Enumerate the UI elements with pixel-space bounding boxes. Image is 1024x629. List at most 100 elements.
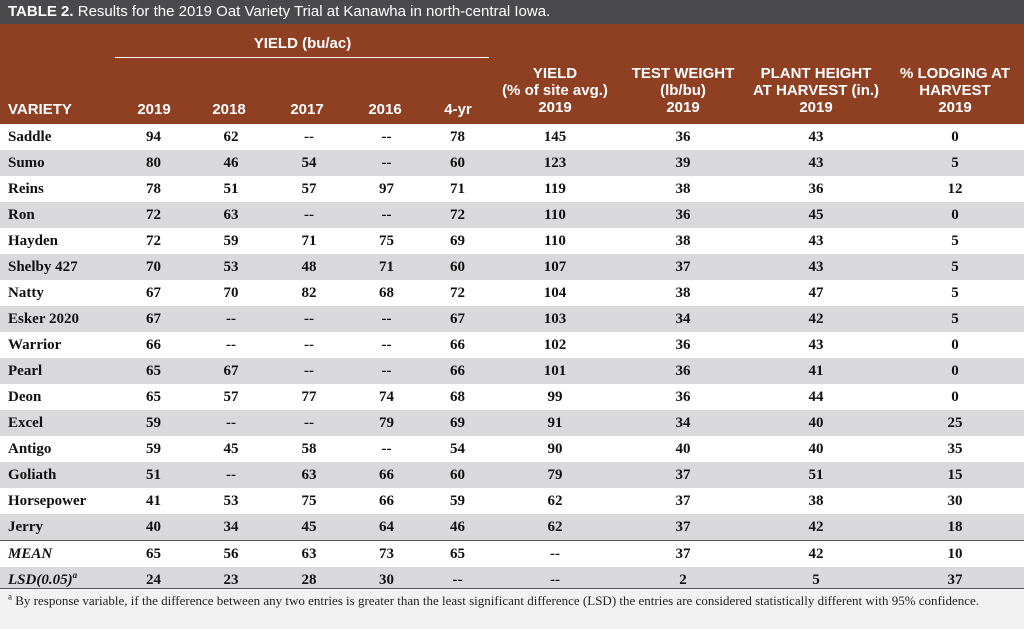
variety-cell: Hayden — [8, 233, 59, 249]
value-cell: -- — [348, 358, 425, 384]
value-cell: 63 — [270, 462, 348, 488]
yield-group-rule — [115, 57, 489, 58]
value-cell: 15 — [886, 462, 1024, 488]
value-cell: 99 — [547, 389, 563, 405]
table-row: Deon 65 57 77 74 68 99 36 44 0 — [0, 384, 1024, 410]
value-cell: 40 — [675, 441, 691, 457]
variety-cell: Antigo — [8, 441, 52, 457]
value-cell: -- — [348, 306, 425, 332]
value-cell: 72 — [146, 233, 161, 249]
value-cell: -- — [348, 150, 425, 176]
table-row: Excel 59 -- -- 79 69 91 34 40 25 — [0, 410, 1024, 436]
value-cell: 5 — [886, 254, 1024, 280]
table-title: TABLE 2. Results for the 2019 Oat Variet… — [0, 0, 1024, 24]
col-header-test-weight-line2: (lb/bu) — [660, 82, 706, 99]
value-cell: 123 — [490, 150, 620, 176]
variety-cell: Goliath — [0, 462, 115, 488]
value-cell: 36 — [620, 358, 746, 384]
mean-row: MEAN 65 56 63 73 65 -- 37 42 10 — [0, 540, 1024, 567]
value-cell: 78 — [146, 181, 161, 197]
value-cell: 82 — [301, 285, 317, 301]
table-row: Reins 78 51 57 97 71 119 38 36 12 — [0, 176, 1024, 202]
value-cell: 58 — [301, 441, 317, 457]
value-cell: 60 — [425, 150, 490, 176]
value-cell: 5 — [886, 150, 1024, 176]
value-cell: 40 — [808, 441, 824, 457]
value-cell: -- — [226, 337, 236, 353]
value-cell: 37 — [620, 462, 746, 488]
value-cell: 38 — [675, 233, 691, 249]
value-cell: 42 — [746, 540, 886, 567]
value-cell: 0 — [951, 129, 959, 145]
value-cell: 40 — [115, 514, 192, 541]
value-cell: 43 — [808, 233, 824, 249]
value-cell: 43 — [808, 129, 824, 145]
value-cell: 47 — [808, 285, 824, 301]
value-cell: 36 — [675, 129, 691, 145]
col-header-lodging: % LODGING AT HARVEST 2019 — [886, 65, 1024, 116]
table-row: Ron 72 63 -- -- 72 110 36 45 0 — [0, 202, 1024, 228]
value-cell: -- — [192, 306, 270, 332]
value-cell: 18 — [886, 514, 1024, 541]
value-cell: 66 — [425, 358, 490, 384]
value-cell: -- — [270, 358, 348, 384]
variety-cell: Deon — [8, 389, 42, 405]
col-header-yield-pct-line2: (% of site avg.) — [502, 82, 608, 99]
table-row: Antigo 59 45 58 -- 54 90 40 40 35 — [0, 436, 1024, 462]
value-cell: 10 — [886, 540, 1024, 567]
value-cell: 35 — [947, 441, 963, 457]
value-cell: 60 — [425, 254, 490, 280]
value-cell: 0 — [886, 202, 1024, 228]
value-cell: 103 — [490, 306, 620, 332]
value-cell: 66 — [348, 462, 425, 488]
value-cell: -- — [270, 410, 348, 436]
value-cell: 44 — [808, 389, 824, 405]
value-cell: 38 — [675, 181, 691, 197]
value-cell: 45 — [270, 514, 348, 541]
value-cell: 67 — [146, 285, 161, 301]
value-cell: 68 — [450, 389, 465, 405]
value-cell: 79 — [490, 462, 620, 488]
value-cell: 38 — [675, 285, 691, 301]
value-cell: 71 — [348, 254, 425, 280]
value-cell: 110 — [490, 202, 620, 228]
value-cell: 46 — [425, 514, 490, 541]
value-cell: 57 — [223, 389, 239, 405]
value-cell: 66 — [146, 337, 161, 353]
value-cell: 51 — [223, 181, 239, 197]
value-cell: 5 — [951, 285, 959, 301]
value-cell: 71 — [450, 181, 465, 197]
variety-cell: Reins — [8, 181, 44, 197]
value-cell: 69 — [425, 410, 490, 436]
value-cell: 60 — [425, 462, 490, 488]
value-cell: 43 — [746, 150, 886, 176]
value-cell: -- — [270, 202, 348, 228]
value-cell: 48 — [270, 254, 348, 280]
value-cell: 54 — [450, 441, 465, 457]
value-cell: 102 — [543, 337, 567, 353]
variety-cell: Jerry — [0, 514, 115, 541]
footnote-marker: a — [8, 591, 12, 602]
table-header: YIELD (bu/ac) VARIETY 2019 2018 2017 201… — [0, 24, 1024, 124]
value-cell: 90 — [547, 441, 563, 457]
table-row: Hayden 72 59 71 75 69 110 38 43 5 — [0, 228, 1024, 254]
value-cell: 30 — [947, 493, 963, 509]
col-header-4yr: 4-yr — [444, 101, 472, 118]
value-cell: 43 — [746, 254, 886, 280]
value-cell: 34 — [620, 410, 746, 436]
value-cell: 67 — [115, 306, 192, 332]
value-cell: 65 — [115, 358, 192, 384]
value-cell: 101 — [490, 358, 620, 384]
value-cell: 67 — [425, 306, 490, 332]
value-cell: -- — [192, 410, 270, 436]
col-header-test-weight-line3: 2019 — [666, 99, 700, 116]
value-cell: 69 — [450, 233, 465, 249]
value-cell: 70 — [223, 285, 239, 301]
table-row: Horsepower 41 53 75 66 59 62 37 38 30 — [0, 488, 1024, 514]
value-cell: 62 — [223, 129, 239, 145]
table-row: Pearl 65 67 -- -- 66 101 36 41 0 — [0, 358, 1024, 384]
variety-cell: Excel — [0, 410, 115, 436]
table-row: Goliath 51 -- 63 66 60 79 37 51 15 — [0, 462, 1024, 488]
value-cell: 45 — [746, 202, 886, 228]
